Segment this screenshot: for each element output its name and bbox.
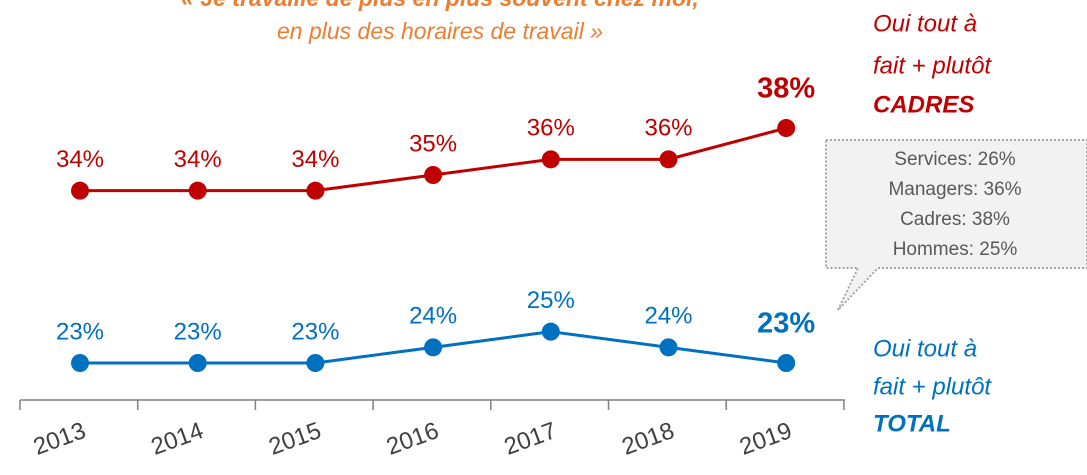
data-point [71, 354, 89, 372]
series-label: TOTAL [873, 410, 951, 437]
data-label: 34% [291, 146, 339, 173]
data-label: 38% [757, 73, 815, 105]
x-tick-label: 2014 [148, 417, 207, 461]
data-label: 36% [644, 115, 692, 142]
data-point [541, 150, 560, 169]
data-label: 35% [409, 130, 457, 157]
callout-box [825, 139, 1087, 311]
series-label: Oui tout à [873, 335, 977, 362]
data-label: 23% [757, 308, 815, 340]
data-point [777, 119, 796, 137]
data-point [541, 322, 560, 341]
data-label: 23% [56, 318, 104, 345]
data-point [188, 354, 207, 372]
x-tick-label: 2018 [618, 417, 677, 461]
series-label: fait + plutôt [873, 373, 992, 400]
data-label: 23% [174, 318, 222, 345]
data-point [306, 354, 325, 372]
data-point [71, 181, 89, 200]
callout-text: Cadres: 38% [900, 209, 1010, 230]
data-point [659, 150, 678, 169]
data-point [659, 338, 678, 357]
data-label: 34% [174, 146, 222, 173]
data-label: 34% [56, 146, 104, 173]
data-label: 23% [291, 318, 339, 345]
data-label: 25% [527, 287, 575, 314]
x-tick-label: 2017 [501, 417, 560, 461]
callout-text: Hommes: 25% [893, 239, 1018, 260]
series-label: Oui tout à [873, 10, 977, 37]
data-point [777, 354, 796, 372]
callout-text: Managers: 36% [888, 179, 1021, 200]
callout-text: Services: 26% [894, 149, 1016, 170]
chart-title: en plus des horaires de travail » [277, 18, 603, 44]
series-label: CADRES [873, 91, 974, 118]
x-tick-label: 2016 [383, 417, 442, 461]
data-point [424, 338, 443, 357]
x-tick-label: 2019 [736, 417, 795, 461]
x-tick-label: 2013 [30, 417, 89, 461]
data-label: 24% [644, 303, 692, 330]
data-label: 24% [409, 303, 457, 330]
chart-title: « Je travaille de plus en plus souvent c… [181, 0, 699, 11]
x-tick-label: 2015 [265, 417, 324, 461]
series-label: fait + plutôt [873, 52, 992, 79]
data-point [424, 166, 443, 184]
data-point [188, 181, 207, 200]
data-point [306, 181, 325, 200]
data-label: 36% [527, 115, 575, 142]
